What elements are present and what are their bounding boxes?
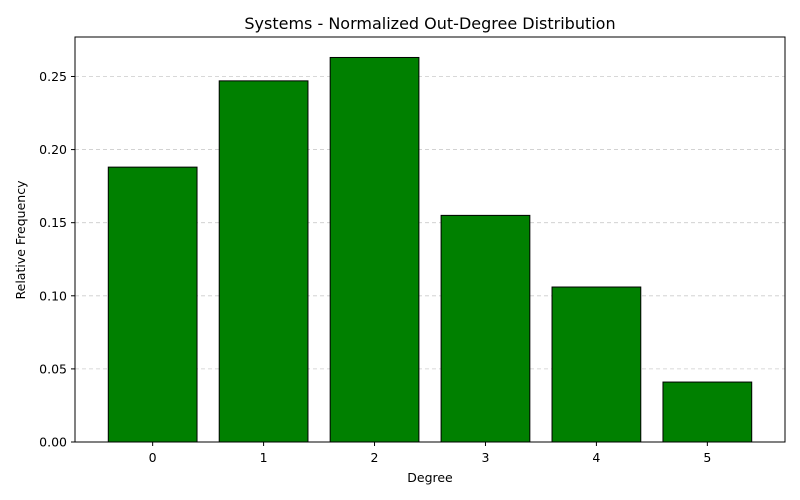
y-tick-label: 0.20 [39, 142, 67, 157]
x-tick-label: 1 [260, 450, 268, 465]
y-axis-ticks: 0.00 0.05 0.10 0.15 0.20 0.25 [39, 69, 75, 450]
x-axis-label: Degree [407, 470, 453, 485]
bar-2 [329, 56, 420, 443]
bar-5 [662, 381, 753, 443]
y-tick-label: 0.15 [39, 215, 67, 230]
bar-0 [107, 166, 198, 443]
x-tick-label: 2 [371, 450, 379, 465]
y-tick-label: 0.25 [39, 69, 67, 84]
x-tick-label: 0 [149, 450, 157, 465]
x-tick-label: 3 [481, 450, 489, 465]
plot-frame [74, 36, 786, 443]
gridlines [75, 76, 785, 370]
bar-4 [551, 286, 642, 443]
x-tick-label: 5 [703, 450, 711, 465]
x-tick-label: 4 [592, 450, 600, 465]
bars [107, 56, 753, 443]
bar-1 [218, 80, 309, 443]
y-tick-label: 0.10 [39, 288, 67, 303]
bar-3 [440, 214, 531, 443]
y-axis-label: Relative Frequency [13, 180, 28, 300]
y-tick-label: 0.00 [39, 435, 67, 450]
x-axis-ticks: 0 1 2 3 4 5 [149, 442, 711, 465]
y-tick-label: 0.05 [39, 361, 67, 376]
chart-title: Systems - Normalized Out-Degree Distribu… [244, 14, 615, 33]
